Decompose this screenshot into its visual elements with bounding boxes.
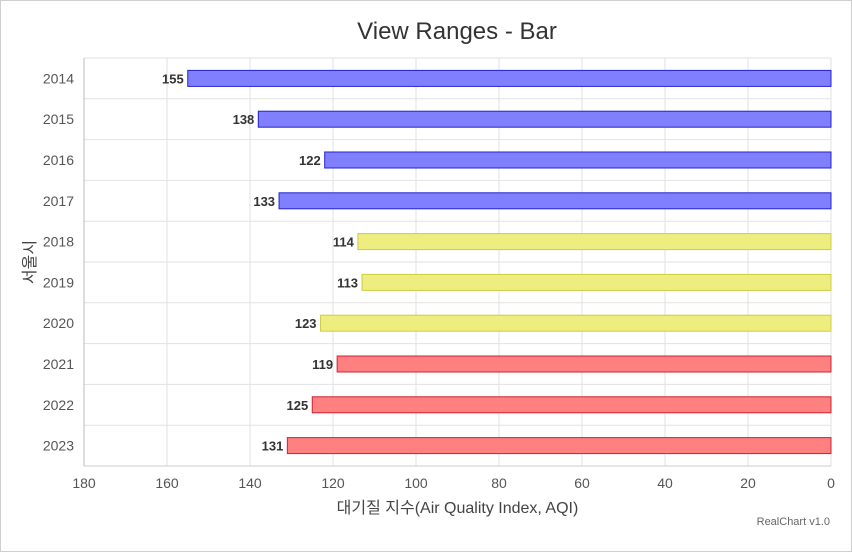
axes: 180 160 140 120 100 80 60 40 20 0 2014 2015 2016 2017… [43, 58, 835, 491]
x-tick-label: 20 [740, 475, 756, 491]
bar [187, 69, 832, 87]
data-label: 138 [233, 112, 255, 127]
y-tick-label: 2016 [43, 152, 74, 168]
x-tick-label: 120 [321, 475, 345, 491]
y-tick-label: 2014 [43, 70, 74, 86]
y-tick-label: 2017 [43, 193, 74, 209]
y-tick-label: 2018 [43, 234, 74, 250]
y-tick-label: 2021 [43, 356, 74, 372]
y-tick-label: 2019 [43, 274, 74, 290]
bar-series [187, 69, 832, 455]
data-label: 114 [333, 235, 355, 250]
bar [361, 273, 832, 291]
data-label: 133 [253, 194, 275, 209]
data-label: 113 [337, 275, 358, 290]
y-axis-title: 서울시 [22, 239, 39, 285]
bar [311, 396, 832, 414]
x-tick-label: 140 [238, 475, 262, 491]
x-tick-label: 160 [155, 475, 179, 491]
data-label: 123 [295, 316, 317, 331]
bar [278, 192, 832, 210]
y-tick-label: 2020 [43, 315, 74, 331]
data-label: 119 [312, 357, 333, 372]
x-tick-label: 40 [657, 475, 673, 491]
x-tick-label: 80 [491, 475, 507, 491]
y-tick-label: 2015 [43, 111, 74, 127]
x-tick-label: 60 [574, 475, 590, 491]
y-tick-label: 2022 [43, 397, 74, 413]
chart-title: View Ranges - Bar [357, 18, 557, 45]
bar [324, 151, 832, 169]
data-label: 125 [287, 398, 309, 413]
data-label: 155 [162, 71, 184, 86]
data-labels: 155 138 122 133 114 113 123 119 125 131 [162, 71, 358, 453]
bar [336, 355, 832, 373]
data-label: 131 [262, 439, 284, 454]
bar [257, 110, 832, 128]
x-axis-title: 대기질 지수(Air Quality Index, AQI) [336, 500, 579, 517]
bar [357, 233, 832, 251]
x-tick-label: 100 [404, 475, 428, 491]
x-tick-label: 0 [827, 475, 835, 491]
bar [320, 314, 832, 332]
data-label: 122 [299, 153, 321, 168]
x-tick-label: 180 [72, 475, 96, 491]
bar [286, 437, 832, 455]
y-tick-label: 2023 [43, 438, 74, 454]
credits-text: RealChart v1.0 [756, 516, 830, 528]
